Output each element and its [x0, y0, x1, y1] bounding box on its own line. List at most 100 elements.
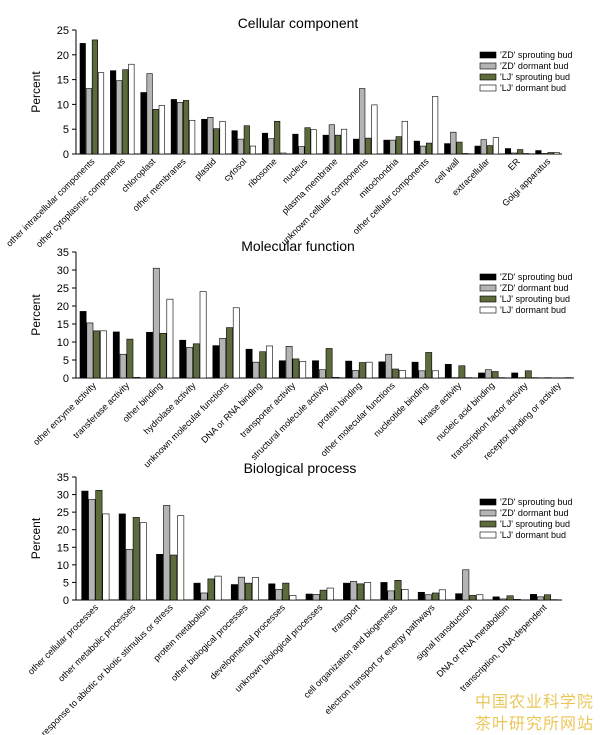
bar-4-series-3 [219, 120, 226, 155]
chart-title: Molecular function [241, 238, 355, 254]
category-label: nucleus [280, 156, 309, 185]
bar-8-series-0 [380, 582, 388, 601]
legend-label: 'ZD' dormant bud [500, 283, 568, 293]
bar-1-series-1 [116, 80, 123, 155]
category-label: cytosol [222, 156, 249, 183]
watermark-line-1: 中国农业科学院 [474, 692, 594, 711]
y-tick-label: 15 [57, 542, 69, 554]
bar-9-series-0 [417, 591, 425, 601]
bar-8-series-2 [334, 134, 341, 155]
bar-0-series-3 [102, 513, 110, 601]
bar-2-series-2 [170, 554, 178, 601]
bar-9-series-3 [438, 589, 446, 601]
y-tick-label: 0 [63, 595, 69, 607]
bar-7-series-3 [310, 129, 317, 155]
bar-3-series-2 [192, 343, 200, 379]
bar-3-series-1 [186, 347, 193, 379]
category-label: plastid [193, 156, 218, 181]
bar-1-series-0 [110, 70, 117, 155]
bar-1-series-2 [126, 338, 134, 379]
y-tick-label: 10 [57, 99, 69, 111]
bar-13-series-2 [524, 370, 532, 379]
bar-9-series-3 [371, 104, 378, 155]
category-label: ribosome [246, 156, 279, 189]
category-label: transport [330, 602, 363, 635]
bar-11-series-0 [444, 364, 452, 379]
bar-2-series-3 [177, 515, 185, 601]
bar-3-series-2 [207, 578, 215, 601]
chart-title: Biological process [244, 460, 357, 476]
bar-2-series-2 [152, 109, 159, 155]
bar-8-series-3 [401, 589, 409, 601]
bar-8-series-2 [358, 362, 366, 379]
legend-swatch [479, 62, 497, 70]
category-label: other membranes [131, 156, 188, 213]
bar-11-series-0 [413, 140, 420, 155]
bar-6-series-3 [280, 152, 287, 155]
bar-6-series-2 [319, 589, 327, 601]
bar-0-series-1 [85, 88, 92, 155]
bar-11-series-1 [499, 598, 507, 601]
legend-label: 'ZD' sprouting bud [500, 50, 572, 60]
legend-label: 'ZD' sprouting bud [500, 497, 572, 507]
bar-1-series-1 [119, 353, 127, 379]
bar-7-series-1 [350, 581, 358, 601]
bar-6-series-1 [268, 138, 275, 155]
bar-5-series-1 [275, 589, 283, 601]
category-label: DNA or RNA binding [199, 380, 264, 445]
bar-4-series-3 [232, 307, 240, 379]
bar-12-series-2 [456, 141, 463, 155]
legend-swatch [479, 273, 497, 281]
bar-12-series-2 [544, 594, 552, 601]
bar-7-series-3 [364, 582, 372, 601]
bar-3-series-0 [170, 99, 177, 155]
bar-1-series-0 [118, 513, 126, 601]
chart-title: Cellular component [238, 15, 359, 31]
bar-2-series-3 [158, 105, 165, 155]
bar-0-series-2 [91, 39, 98, 155]
bar-0-series-2 [93, 330, 101, 379]
bar-3-series-3 [199, 291, 207, 379]
bar-6-series-3 [326, 587, 334, 601]
y-axis-label: Percent [29, 294, 43, 336]
bar-11-series-2 [426, 142, 433, 155]
bar-2-series-1 [146, 73, 153, 155]
bar-9-series-0 [353, 138, 360, 155]
bar-2-series-0 [156, 554, 164, 601]
bar-2-series-0 [140, 92, 147, 155]
bar-1-series-0 [112, 331, 120, 379]
watermark-line-2: 茶叶研究所网站 [474, 714, 594, 733]
category-label: response to abiotic or biotic stimulus o… [39, 602, 175, 735]
bar-11-series-2 [506, 595, 514, 601]
legend-label: 'LJ' sprouting bud [500, 72, 570, 82]
bar-11-series-3 [513, 598, 521, 601]
bar-6-series-3 [299, 361, 307, 379]
bar-0-series-1 [88, 499, 96, 601]
bar-4-series-0 [212, 345, 220, 379]
category-label: other enzyme activity [31, 380, 98, 447]
category-label: ER [506, 156, 522, 172]
bar-3-series-3 [214, 575, 222, 601]
bar-3-series-1 [176, 102, 184, 155]
y-tick-label: 0 [63, 149, 69, 161]
bar-14-series-2 [517, 149, 524, 155]
bar-9-series-2 [392, 368, 399, 379]
bar-11-series-0 [492, 596, 500, 601]
bar-11-series-3 [432, 96, 439, 155]
bar-2-series-3 [166, 298, 174, 379]
bar-5-series-2 [259, 351, 267, 379]
bar-2-series-1 [152, 267, 160, 379]
y-tick-label: 15 [57, 75, 69, 87]
y-axis-label: Percent [29, 517, 43, 559]
y-tick-label: 25 [57, 25, 69, 37]
bar-5-series-0 [231, 130, 238, 155]
category-label: DNA or RNA metabolism [435, 602, 512, 679]
bar-1-series-3 [139, 522, 147, 601]
bar-0-series-3 [100, 330, 107, 379]
bar-9-series-1 [424, 594, 432, 601]
bar-12-series-0 [478, 372, 485, 379]
y-tick-label: 20 [57, 50, 69, 62]
bar-14-series-0 [504, 148, 512, 155]
legend-swatch [479, 520, 497, 528]
legend-label: 'ZD' dormant bud [500, 61, 568, 71]
